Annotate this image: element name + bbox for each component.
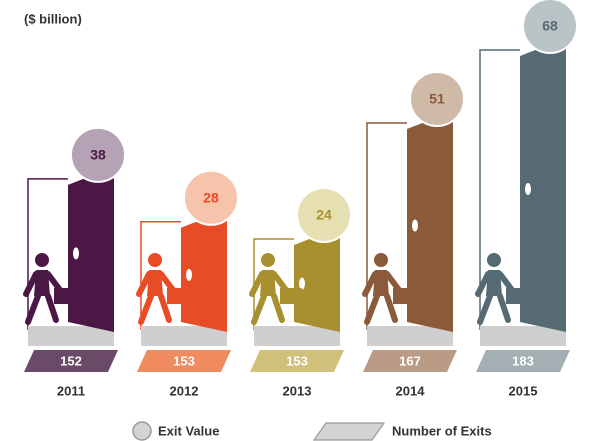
door-handle <box>186 268 192 281</box>
exits-parallelogram <box>363 350 457 372</box>
person-head <box>374 253 388 267</box>
legend-parallelogram <box>312 422 386 441</box>
exits-label: 153 <box>286 353 308 368</box>
door-frame <box>253 238 294 330</box>
door <box>407 111 453 332</box>
floor <box>367 326 453 346</box>
person-limbs <box>136 271 176 325</box>
exits-parallelogram <box>137 350 231 372</box>
floor <box>254 326 340 346</box>
unit-label: ($ billion) <box>24 11 82 26</box>
briefcase <box>280 288 302 304</box>
person-head <box>261 253 275 267</box>
value-bubble <box>522 0 578 54</box>
person-head <box>35 253 49 267</box>
person-icon <box>23 253 76 325</box>
briefcase <box>393 288 415 304</box>
year-label: 2015 <box>509 383 538 398</box>
exits-label: 152 <box>60 353 82 368</box>
person-icon <box>475 253 528 325</box>
legend-label: Number of Exits <box>392 423 492 438</box>
briefcase <box>167 288 189 304</box>
value-bubble <box>183 169 239 226</box>
briefcase <box>54 288 76 304</box>
year-label: 2011 <box>57 383 85 398</box>
legend-label: Exit Value <box>158 423 219 438</box>
floor <box>141 326 227 346</box>
door <box>294 226 340 332</box>
year-label: 2014 <box>396 383 426 398</box>
exits-parallelogram <box>24 350 118 372</box>
year-label: 2012 <box>170 383 199 398</box>
person-icon <box>362 253 415 325</box>
briefcase <box>506 288 528 304</box>
person-head <box>148 253 162 267</box>
value-bubble <box>296 186 352 243</box>
value-label: 24 <box>316 207 332 223</box>
door <box>520 38 566 332</box>
year-label: 2013 <box>283 383 312 398</box>
exits-parallelogram <box>250 350 344 372</box>
person-limbs <box>23 271 63 325</box>
door <box>68 166 114 332</box>
door <box>181 209 227 332</box>
floor <box>28 326 114 346</box>
value-label: 68 <box>542 18 558 34</box>
person-limbs <box>249 271 289 325</box>
person-head <box>487 253 501 267</box>
value-label: 51 <box>429 91 445 107</box>
person-icon <box>249 253 302 325</box>
exits-label: 183 <box>512 353 534 368</box>
value-bubble <box>409 71 465 127</box>
door-handle <box>73 247 79 260</box>
person-icon <box>136 253 189 325</box>
door-frame <box>479 49 520 330</box>
door-handle <box>525 183 531 195</box>
door-frame <box>366 122 407 330</box>
legend-circle <box>132 421 152 441</box>
exits-label: 153 <box>173 353 195 368</box>
floor <box>480 326 566 346</box>
value-label: 28 <box>203 189 219 205</box>
person-limbs <box>475 271 515 325</box>
exits-parallelogram <box>476 350 570 372</box>
exits-label: 167 <box>399 353 421 368</box>
person-limbs <box>362 271 402 325</box>
door-handle <box>299 277 305 290</box>
value-bubble <box>70 126 126 183</box>
door-frame <box>27 178 68 330</box>
value-label: 38 <box>90 147 106 163</box>
door-handle <box>412 219 418 232</box>
